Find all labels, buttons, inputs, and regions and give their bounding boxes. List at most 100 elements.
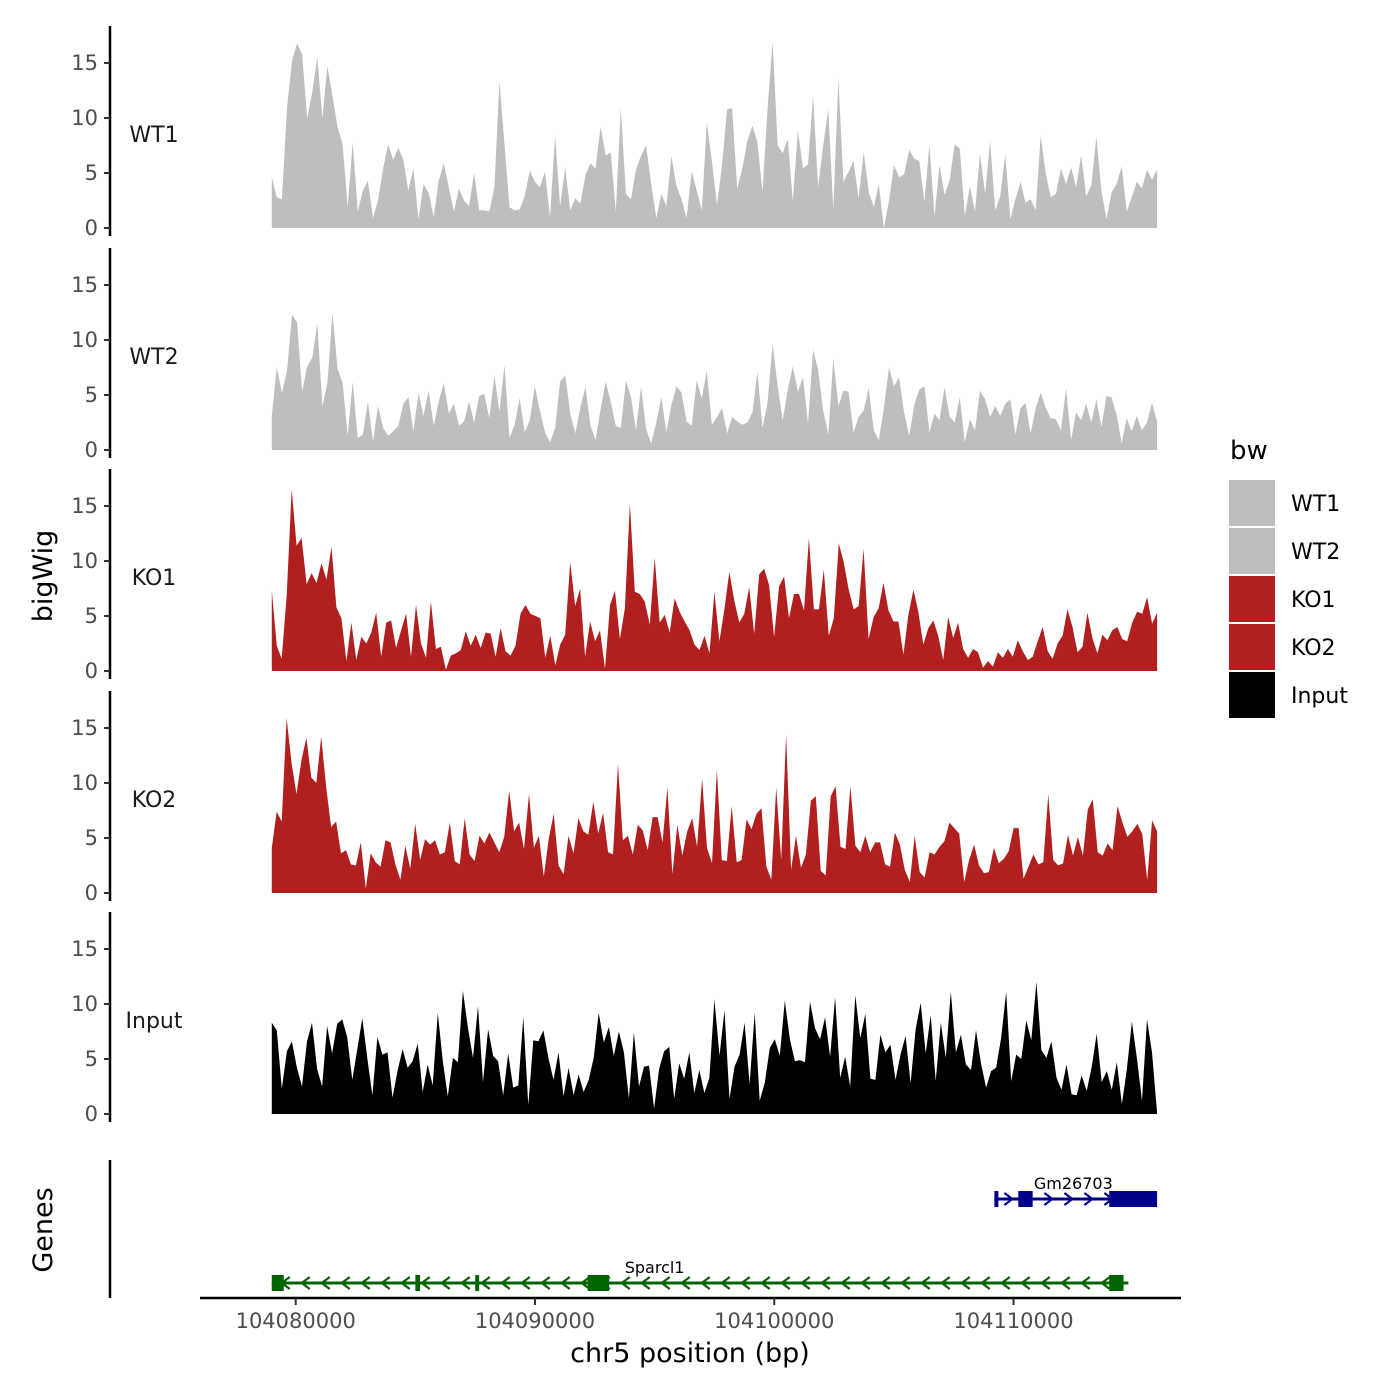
strand-arrow: [679, 1276, 691, 1290]
track-ko2: 0 5 10 15 KO2: [71, 691, 1158, 905]
legend-item-wt2: WT2: [1229, 528, 1340, 574]
y-tick-label: 5: [85, 604, 98, 628]
strand-arrow: [919, 1276, 931, 1290]
strand-arrow: [999, 1276, 1011, 1290]
strand-arrow: [319, 1276, 331, 1290]
y-tick-label: 0: [85, 659, 98, 683]
gene-gm26703: Gm26703: [994, 1174, 1158, 1207]
strand-arrow: [879, 1276, 891, 1290]
y-tick-label: 10: [71, 549, 98, 573]
x-tick-label: 104100000: [714, 1309, 834, 1333]
legend-swatch: [1229, 576, 1275, 622]
legend-item-ko1: KO1: [1229, 576, 1336, 622]
strand-arrow: [1043, 1192, 1055, 1206]
legend-item-ko2: KO2: [1229, 624, 1336, 670]
strand-arrow: [1019, 1276, 1031, 1290]
genes-axis-title: Genes: [28, 1187, 59, 1272]
strand-arrow: [979, 1276, 991, 1290]
strand-arrow: [619, 1276, 631, 1290]
strand-arrow: [439, 1276, 451, 1290]
strand-arrow: [399, 1276, 411, 1290]
exon: [415, 1275, 421, 1291]
strand-arrow: [799, 1276, 811, 1290]
x-axis: 104080000 104090000 104100000 104110000: [200, 1296, 1181, 1333]
strand-arrow: [939, 1276, 951, 1290]
track-ko1: 0 5 10 15 KO1: [71, 469, 1158, 683]
track-label: KO2: [132, 788, 177, 813]
y-tick-label: 0: [85, 438, 98, 462]
legend-swatch: [1229, 480, 1275, 526]
strand-arrow: [499, 1276, 511, 1290]
exon: [475, 1275, 480, 1291]
y-tick-label: 15: [71, 273, 98, 297]
strand-arrow: [719, 1276, 731, 1290]
strand-arrow: [639, 1276, 651, 1290]
y-tick-label: 15: [71, 716, 98, 740]
area-input: [271, 982, 1158, 1114]
y-tick-label: 5: [85, 1047, 98, 1071]
x-tick-label: 104090000: [475, 1309, 595, 1333]
strand-arrow: [559, 1276, 571, 1290]
strand-arrow: [699, 1276, 711, 1290]
exon: [587, 1275, 610, 1291]
exon: [1109, 1275, 1124, 1291]
legend-label: KO2: [1291, 636, 1336, 661]
y-tick-label: 5: [85, 383, 98, 407]
strand-arrow: [779, 1276, 791, 1290]
y-tick-label: 15: [71, 937, 98, 961]
strand-arrow: [959, 1276, 971, 1290]
gene-name: Sparcl1: [625, 1258, 685, 1277]
area-wt2: [271, 312, 1158, 450]
exon: [271, 1275, 284, 1291]
strand-arrow: [479, 1276, 491, 1290]
track-label: WT1: [129, 123, 178, 148]
gene-sparcl1: Sparcl1: [271, 1258, 1129, 1291]
exon: [1018, 1191, 1033, 1207]
legend-swatch: [1229, 624, 1275, 670]
y-tick-label: 0: [85, 216, 98, 240]
strand-arrow: [539, 1276, 551, 1290]
strand-arrow: [1039, 1276, 1051, 1290]
strand-arrow: [1079, 1276, 1091, 1290]
x-axis-title: chr5 position (bp): [570, 1338, 810, 1369]
strand-arrow: [1003, 1192, 1015, 1206]
y-axis-title: bigWig: [28, 530, 59, 623]
strand-arrow: [759, 1276, 771, 1290]
track-label: WT2: [129, 345, 178, 370]
strand-arrow: [379, 1276, 391, 1290]
strand-arrow: [419, 1276, 431, 1290]
track-panels: 0 5 10 15 WT1 0 5 10 15 WT2 0 5 10 15 KO1 0 5 10 15 KO2 0 5 10…: [71, 26, 1158, 1126]
x-tick-label: 104080000: [236, 1309, 356, 1333]
strand-arrow: [1059, 1276, 1071, 1290]
y-tick-label: 10: [71, 328, 98, 352]
strand-arrow: [659, 1276, 671, 1290]
y-tick-label: 0: [85, 1102, 98, 1126]
y-tick-label: 15: [71, 51, 98, 75]
genes-panel: Gm26703 Sparcl1: [108, 1160, 1158, 1298]
legend-label: WT1: [1291, 492, 1340, 517]
legend-item-wt1: WT1: [1229, 480, 1340, 526]
exon: [1109, 1191, 1158, 1207]
track-input: 0 5 10 15 Input: [71, 912, 1158, 1126]
strand-arrow: [739, 1276, 751, 1290]
track-label: KO1: [132, 566, 177, 591]
area-ko2: [271, 718, 1158, 893]
strand-arrow: [859, 1276, 871, 1290]
strand-arrow: [339, 1276, 351, 1290]
strand-arrow: [899, 1276, 911, 1290]
y-tick-label: 0: [85, 881, 98, 905]
y-tick-label: 5: [85, 161, 98, 185]
legend-label: WT2: [1291, 540, 1340, 565]
exon: [994, 1191, 999, 1207]
strand-arrow: [519, 1276, 531, 1290]
strand-arrow: [839, 1276, 851, 1290]
strand-arrow: [1099, 1276, 1111, 1290]
y-tick-label: 10: [71, 106, 98, 130]
track-wt2: 0 5 10 15 WT2: [71, 248, 1158, 462]
track-wt1: 0 5 10 15 WT1: [71, 26, 1158, 240]
y-tick-label: 15: [71, 494, 98, 518]
legend-label: Input: [1291, 684, 1348, 709]
area-wt1: [271, 42, 1158, 228]
strand-arrow: [299, 1276, 311, 1290]
